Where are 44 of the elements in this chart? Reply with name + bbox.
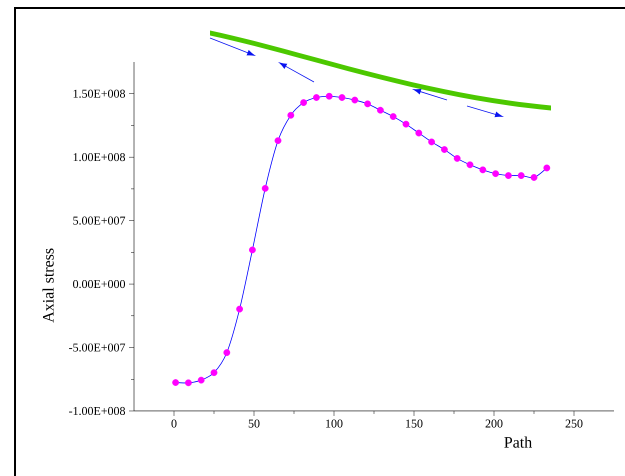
point <box>326 92 333 100</box>
point <box>492 170 499 178</box>
point <box>402 120 410 128</box>
point <box>185 379 192 386</box>
point <box>428 138 435 146</box>
x-tick-label: 100 <box>326 420 343 428</box>
point <box>441 146 448 153</box>
y-tick-label: -1.00E+008 <box>69 406 126 416</box>
point <box>351 96 358 104</box>
y-axis-title: Axial stress <box>42 248 54 323</box>
y-tick-label: 5.00E+007 <box>73 216 126 225</box>
y-tick-label: 1.00E+008 <box>74 153 126 162</box>
point <box>466 161 474 168</box>
y-tick-label: -5.00E+007 <box>69 343 126 352</box>
y-tick-label: 0.00E+000 <box>73 280 126 288</box>
point <box>223 349 230 356</box>
point <box>249 246 256 254</box>
point <box>300 99 307 106</box>
x-tick-label: 200 <box>486 420 503 428</box>
point <box>364 100 371 108</box>
point <box>518 172 525 179</box>
point <box>390 113 397 120</box>
point <box>530 174 538 181</box>
point <box>274 137 282 144</box>
point <box>198 376 205 384</box>
point <box>454 155 461 162</box>
x-tick-label: 0 <box>171 420 177 428</box>
point <box>543 164 550 172</box>
point <box>479 166 486 174</box>
point <box>172 379 179 386</box>
point <box>236 306 243 312</box>
point <box>287 112 294 119</box>
x-axis-title: Path <box>504 436 532 448</box>
point <box>338 94 346 101</box>
point <box>505 172 512 179</box>
x-tick-label: 250 <box>566 420 583 428</box>
y-tick-label: 1.50E+008 <box>74 90 126 98</box>
point <box>313 94 320 101</box>
point <box>415 130 422 136</box>
x-tick-label: 150 <box>406 420 423 428</box>
point <box>377 106 384 114</box>
point <box>210 369 218 376</box>
point <box>262 184 269 192</box>
x-tick-label: 50 <box>248 420 260 428</box>
